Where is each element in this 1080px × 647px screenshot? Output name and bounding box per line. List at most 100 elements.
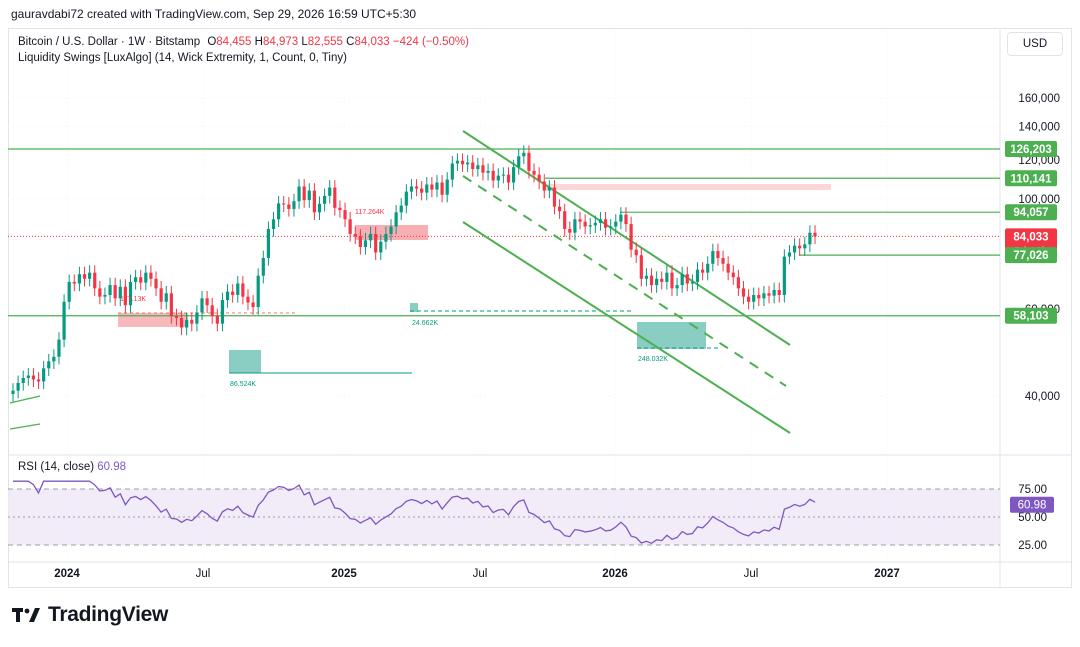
candle-body: [813, 232, 817, 237]
price-tag-label: 110,141: [1011, 173, 1053, 185]
candle-body: [557, 206, 562, 212]
candle-body: [179, 317, 184, 328]
liquidity-zone-teal: [229, 350, 261, 373]
candle-body: [731, 272, 735, 278]
price-tag: [1005, 170, 1057, 187]
candle-body: [542, 181, 546, 191]
open-value: 84,455: [216, 36, 252, 48]
candle-body: [251, 302, 255, 308]
candle-body: [26, 375, 30, 378]
candle-body: [506, 174, 511, 183]
candle-body: [77, 274, 82, 284]
candle-body: [328, 187, 332, 196]
rsi-legend[interactable]: RSI (14, close) 60.98: [18, 461, 126, 473]
candle-body: [98, 288, 102, 297]
rsi-tick-label: 25.00: [1018, 540, 1047, 552]
x-tick-label: 2026: [602, 568, 628, 580]
candle-body: [588, 225, 592, 227]
candle-body: [466, 162, 470, 165]
indicator-legend[interactable]: Liquidity Swings [LuxAlgo] (14, Wick Ext…: [18, 52, 347, 64]
close-label: C: [346, 36, 355, 48]
candle-body: [471, 162, 475, 169]
candle-body: [787, 252, 792, 257]
candle-body: [685, 274, 689, 284]
candle-body: [21, 377, 25, 383]
candle-body: [185, 319, 189, 328]
candle-body: [644, 275, 649, 279]
candle-body: [282, 203, 286, 205]
candle-body: [338, 207, 342, 211]
liquidity-zone-teal: [637, 322, 706, 349]
candle-body: [532, 170, 536, 175]
candle-body: [435, 182, 439, 190]
open-label: O: [207, 36, 217, 48]
candle-body: [578, 219, 582, 222]
candle-body: [680, 274, 684, 286]
candle-body: [711, 251, 715, 264]
candle-body: [210, 305, 214, 317]
low-value: 82,555: [307, 36, 343, 48]
x-tick-label: 2025: [331, 568, 357, 580]
candle-body: [169, 293, 173, 317]
candle-body: [486, 170, 490, 173]
candle-body: [619, 214, 623, 222]
candle-body: [701, 269, 705, 273]
candle-body: [420, 188, 424, 193]
liquidity-label: 86.524K: [230, 381, 256, 388]
candle-body: [215, 316, 219, 324]
candle-body: [108, 285, 112, 295]
rsi-tick-label: 50.00: [1018, 512, 1047, 524]
y-tick-label: 140,000: [1018, 122, 1060, 134]
price-tag: [1005, 141, 1057, 158]
tradingview-logo[interactable]: TradingView: [12, 603, 168, 627]
candle-body: [476, 165, 480, 169]
candle-body: [527, 152, 531, 171]
candle-body: [144, 272, 148, 283]
symbol-title: Bitcoin / U.S. Dollar · 1W · Bitstamp: [18, 36, 201, 48]
low-label: L: [301, 36, 308, 48]
candle-body: [573, 219, 577, 233]
candle-body: [798, 245, 802, 249]
candle-body: [450, 163, 454, 180]
candle-body: [716, 251, 720, 259]
candle-body: [11, 390, 15, 394]
rsi-label: RSI (14, close): [18, 461, 95, 473]
liquidity-label: 177.13K: [120, 296, 146, 303]
candle-body: [460, 160, 465, 165]
candle-body: [675, 285, 679, 289]
x-tick-label: Jul: [473, 568, 488, 580]
candles: [11, 145, 817, 402]
channel-lower-line: [462, 221, 791, 434]
candle-body: [425, 184, 429, 193]
candle-body: [394, 212, 398, 227]
candle-body: [741, 288, 746, 297]
candle-body: [568, 228, 572, 233]
candle-body: [231, 291, 235, 295]
candle-body: [154, 278, 158, 289]
y-tick-label: 160,000: [1018, 93, 1060, 105]
candle-body: [47, 361, 51, 369]
liquidity-zones: [118, 184, 831, 374]
candle-body: [256, 275, 260, 308]
candle-body: [547, 187, 551, 191]
candle-body: [512, 167, 516, 183]
candle-body: [583, 221, 587, 227]
candle-body: [603, 219, 608, 228]
price-tag-label: 94,057: [1013, 207, 1048, 219]
candle-body: [358, 236, 362, 247]
candle-body: [374, 233, 378, 253]
candle-body: [501, 174, 505, 176]
candle-body: [195, 312, 199, 324]
candle-body: [455, 160, 460, 164]
currency-button[interactable]: USD: [1007, 32, 1063, 56]
candle-body: [118, 286, 122, 299]
rsi-tick-label: 75.00: [1018, 484, 1047, 496]
high-value: 84,973: [262, 36, 299, 48]
price-tag: [1005, 204, 1057, 221]
high-label: H: [254, 36, 263, 48]
liquidity-zone-red: [545, 184, 831, 190]
candle-body: [491, 170, 495, 181]
candle-body: [665, 272, 669, 282]
candle-body: [757, 294, 761, 299]
